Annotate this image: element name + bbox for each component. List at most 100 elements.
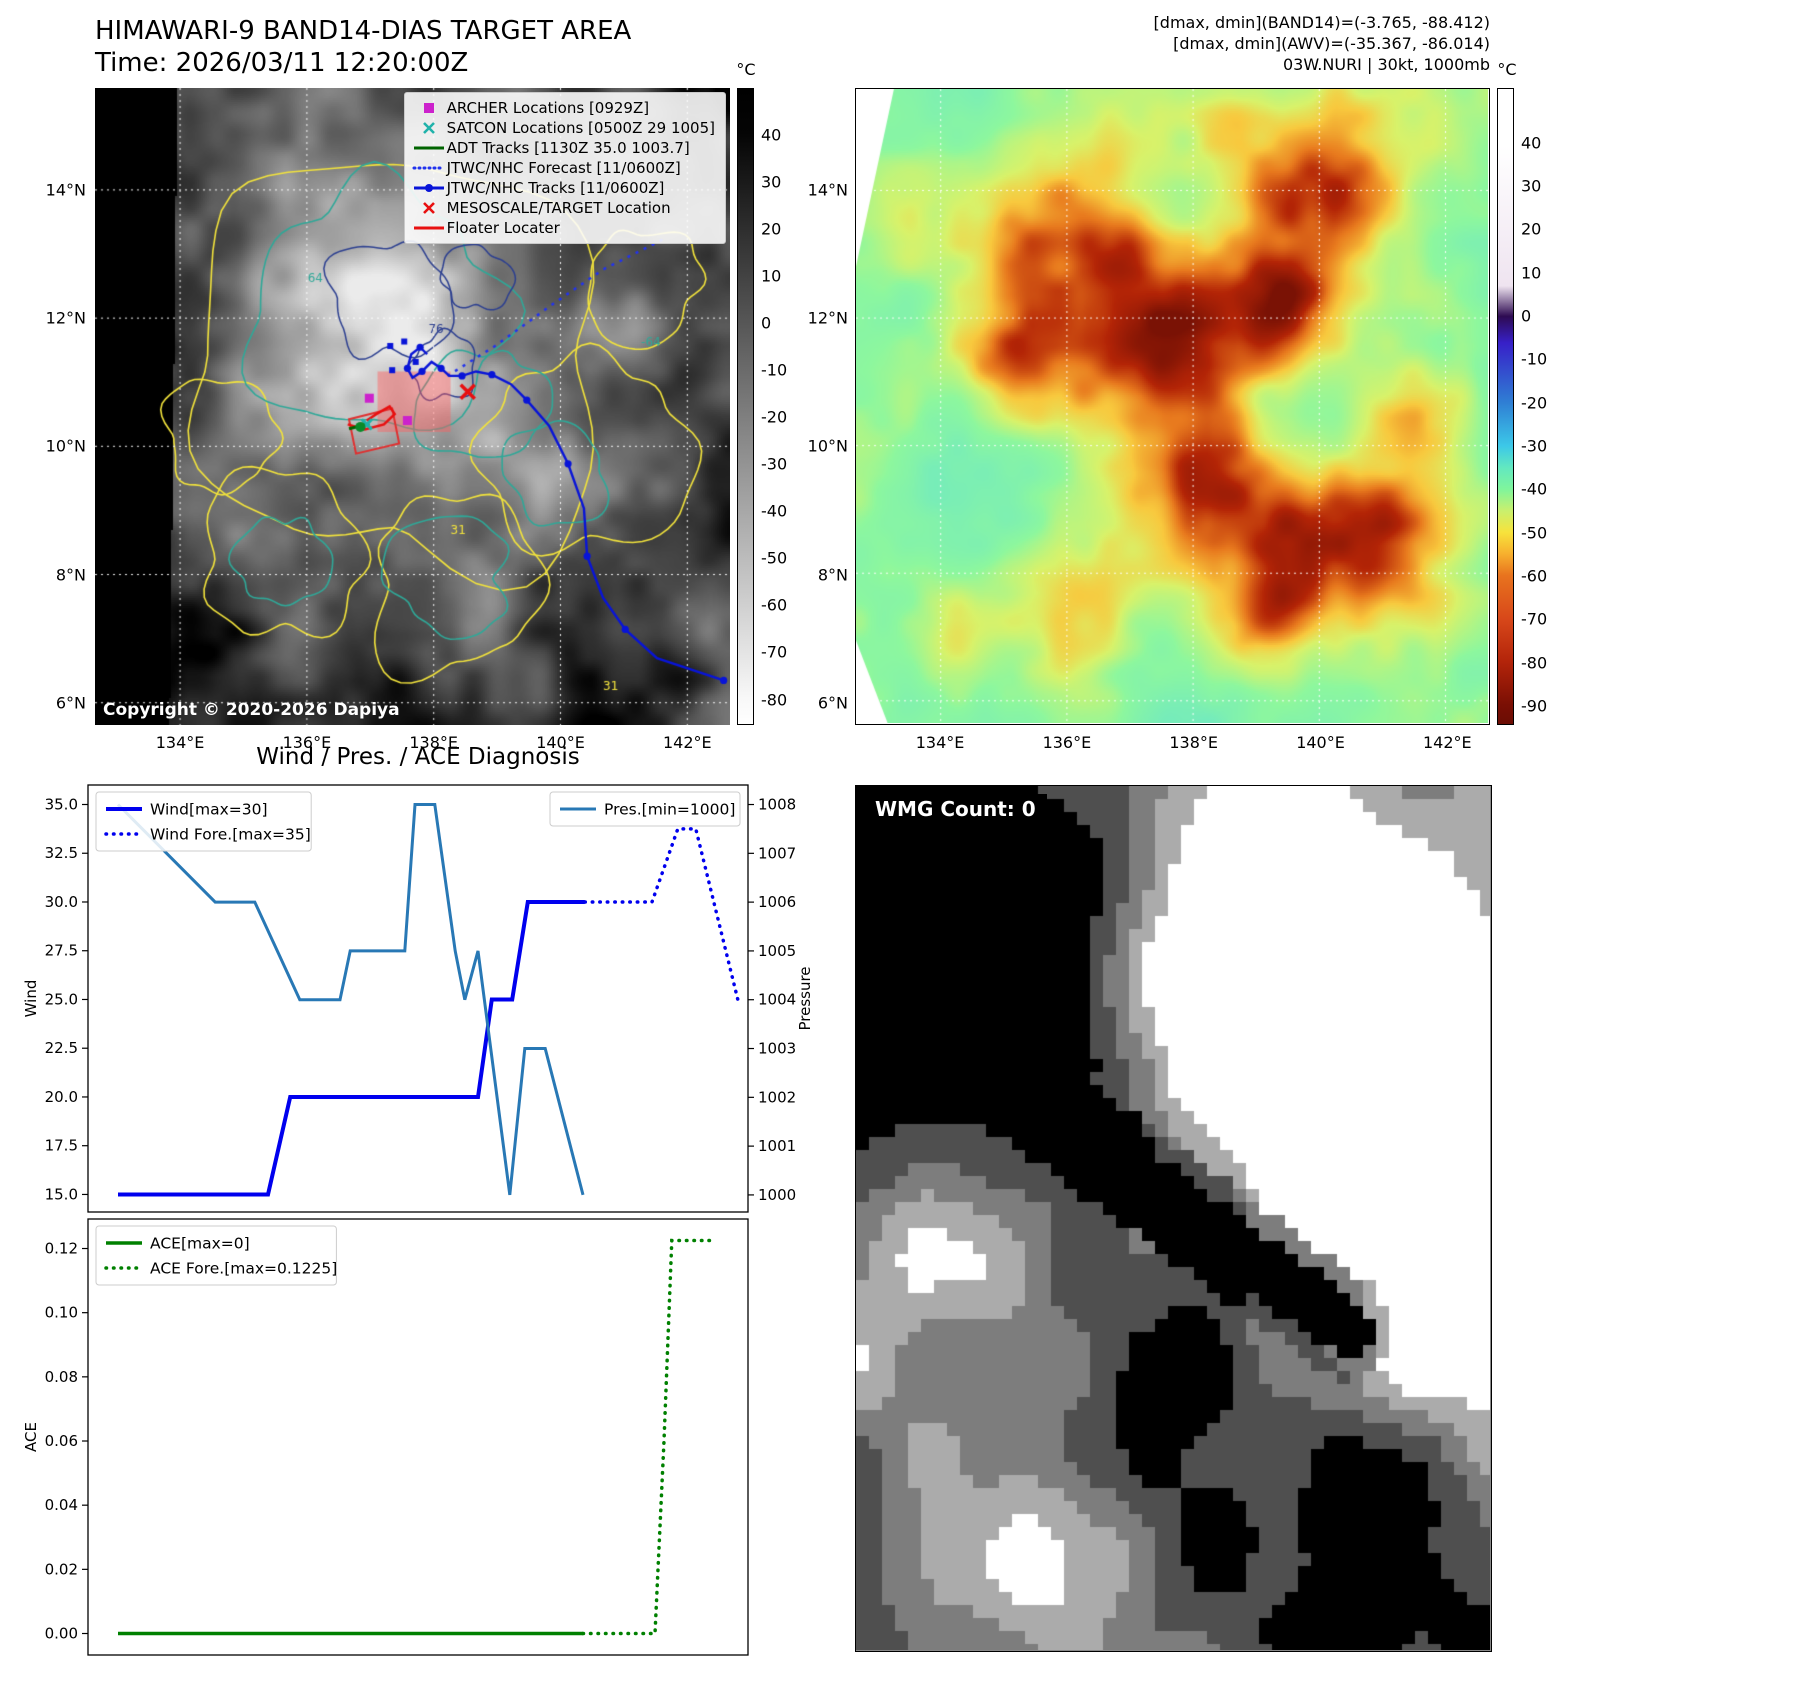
legend-item-label: ARCHER Locations [0929Z] bbox=[446, 99, 650, 117]
band14-y-tick-label: 12°N bbox=[45, 308, 86, 328]
plot-frame bbox=[87, 1218, 749, 1656]
y-right-tick-label: 1000 bbox=[758, 1186, 796, 1204]
awv-x-tick-label: 134°E bbox=[915, 733, 965, 752]
y-tick-label: 0.04 bbox=[45, 1496, 78, 1514]
y-tick-label: 22.5 bbox=[45, 1039, 78, 1057]
band14-colorbar-tick-label: -30 bbox=[761, 454, 788, 474]
legend-item: SATCON Locations [0500Z 29 1005] bbox=[411, 118, 715, 138]
awv-colorbar-tick-label: 40 bbox=[1521, 133, 1542, 153]
legend-entry-label: Wind[max=30] bbox=[150, 801, 268, 819]
band14-x-tick-label: 142°E bbox=[662, 733, 712, 752]
square-marker-icon bbox=[411, 100, 447, 116]
band14-colorbar-tick-label: -80 bbox=[761, 690, 788, 710]
awv-colorbar-tick-label: -60 bbox=[1521, 566, 1548, 586]
band14-colorbar-tick-label: 30 bbox=[761, 172, 782, 192]
band14-colorbar-tick-label: -20 bbox=[761, 407, 788, 427]
y-axis-label: Wind bbox=[22, 980, 40, 1018]
series-forecast-line bbox=[581, 1238, 717, 1636]
awv-colorbar-tick-label: -30 bbox=[1521, 436, 1548, 456]
legend-entry-label: Wind Fore.[max=35] bbox=[150, 826, 311, 844]
band14-x-tick-label: 134°E bbox=[155, 733, 205, 752]
y-tick-label: 15.0 bbox=[45, 1185, 78, 1203]
band14-colorbar-tick-label: -40 bbox=[761, 501, 788, 521]
legend-item: JTWC/NHC Tracks [11/0600Z] bbox=[411, 178, 715, 198]
y-tick-label: 30.0 bbox=[45, 893, 78, 911]
line-marker-icon bbox=[411, 140, 447, 156]
legend-item-label: SATCON Locations [0500Z 29 1005] bbox=[446, 119, 715, 137]
awv-colorbar-tick-label: 0 bbox=[1521, 306, 1532, 326]
y-right-tick-label: 1002 bbox=[758, 1088, 796, 1106]
awv-satellite-canvas bbox=[856, 89, 1488, 723]
legend-item: ADT Tracks [1130Z 35.0 1003.7] bbox=[411, 138, 715, 158]
awv-colorbar-tick-label: -40 bbox=[1521, 479, 1548, 499]
awv-x-tick-label: 140°E bbox=[1296, 733, 1345, 752]
plot-frame bbox=[87, 784, 749, 1213]
annotation-storm-info: 03W.NURI | 30kt, 1000mb bbox=[1282, 55, 1490, 74]
copyright-text: Copyright © 2020-2026 Dapiya bbox=[103, 700, 400, 720]
legend-item: Floater Locater bbox=[411, 218, 715, 238]
awv-y-tick-label: 6°N bbox=[817, 693, 848, 713]
annotation-dmax-band14: [dmax, dmin](BAND14)=(-3.765, -88.412) bbox=[1153, 13, 1490, 32]
band14-title: HIMAWARI-9 BAND14-DIAS TARGET AREA bbox=[95, 16, 632, 46]
awv-colorbar-tick-label: -90 bbox=[1521, 696, 1548, 716]
legend-item: MESOSCALE/TARGET Location bbox=[411, 198, 715, 218]
y-right-tick-label: 1008 bbox=[758, 796, 796, 814]
wmg-count-label: WMG Count: 0 bbox=[864, 794, 1047, 824]
awv-y-tick-label: 14°N bbox=[807, 180, 848, 200]
band14-colorbar bbox=[737, 88, 754, 725]
awv-x-tick-label: 136°E bbox=[1042, 733, 1092, 752]
awv-colorbar-unit: °C bbox=[1497, 60, 1517, 79]
y-tick-label: 0.10 bbox=[45, 1304, 78, 1322]
awv-colorbar-tick-label: -80 bbox=[1521, 653, 1548, 673]
awv-colorbar-tick-label: -10 bbox=[1521, 349, 1548, 369]
band14-colorbar-tick-label: -70 bbox=[761, 642, 788, 662]
legend-item-label: ADT Tracks [1130Z 35.0 1003.7] bbox=[446, 139, 690, 157]
diagnosis-charts: 35.0 32.5 30.0 27.5 25.0 22.5 20.0 17.5 15.0 1008… bbox=[22, 784, 814, 1656]
awv-colorbar-tick-label: -70 bbox=[1521, 609, 1548, 629]
legend-entry-label: Pres.[min=1000] bbox=[604, 801, 735, 819]
y-right-tick-label: 1004 bbox=[758, 991, 796, 1009]
y-right-tick-label: 1003 bbox=[758, 1040, 796, 1058]
awv-y-tick-label: 8°N bbox=[817, 565, 848, 585]
wmg-image-canvas bbox=[856, 786, 1490, 1650]
y-tick-label: 0.08 bbox=[45, 1368, 78, 1386]
band14-y-tick-label: 6°N bbox=[55, 693, 86, 713]
band14-colorbar-tick-label: 20 bbox=[761, 219, 782, 239]
chart-legend bbox=[549, 791, 741, 827]
y-right-axis-label: Pressure bbox=[796, 966, 814, 1030]
awv-map bbox=[855, 88, 1490, 725]
legend-item: JTWC/NHC Forecast [11/0600Z] bbox=[411, 158, 715, 178]
awv-x-tick-label: 142°E bbox=[1422, 733, 1472, 752]
legend-item-label: JTWC/NHC Forecast [11/0600Z] bbox=[446, 159, 681, 177]
x-marker-icon bbox=[411, 200, 447, 216]
x-marker-icon bbox=[411, 120, 447, 136]
awv-colorbar-tick-label: -20 bbox=[1521, 393, 1548, 413]
chart-title: Wind / Pres. / ACE Diagnosis bbox=[256, 744, 580, 770]
wmg-map: WMG Count: 0 bbox=[855, 785, 1492, 1652]
y-tick-label: 20.0 bbox=[45, 1088, 78, 1106]
line-marker-icon bbox=[411, 220, 447, 236]
legend-item-label: MESOSCALE/TARGET Location bbox=[446, 199, 671, 217]
band14-colorbar-unit: °C bbox=[736, 60, 756, 79]
legend-item-label: Floater Locater bbox=[446, 219, 560, 237]
legend-entry-label: ACE Fore.[max=0.1225] bbox=[150, 1260, 337, 1278]
awv-colorbar-tick-label: 20 bbox=[1521, 219, 1542, 239]
band14-y-tick-label: 8°N bbox=[55, 565, 86, 585]
legend-item-label: JTWC/NHC Tracks [11/0600Z] bbox=[446, 179, 665, 197]
awv-x-tick-label: 138°E bbox=[1169, 733, 1219, 752]
band14-colorbar-tick-label: 0 bbox=[761, 313, 772, 333]
awv-colorbar-tick-label: 10 bbox=[1521, 263, 1542, 283]
awv-colorbar-tick-label: 30 bbox=[1521, 176, 1542, 196]
annotation-dmax-awv: [dmax, dmin](AWV)=(-35.367, -86.014) bbox=[1173, 34, 1490, 53]
y-right-tick-label: 1007 bbox=[758, 844, 796, 862]
chart-legend bbox=[95, 791, 312, 852]
awv-y-tick-label: 12°N bbox=[807, 308, 848, 328]
y-tick-label: 0.12 bbox=[45, 1240, 78, 1258]
y-right-tick-label: 1001 bbox=[758, 1137, 796, 1155]
awv-y-tick-label: 10°N bbox=[807, 436, 848, 456]
series-forecast-line bbox=[583, 827, 740, 1002]
band14-y-tick-label: 10°N bbox=[45, 436, 86, 456]
legend-item: ARCHER Locations [0929Z] bbox=[411, 98, 715, 118]
band14-colorbar-tick-label: 10 bbox=[761, 266, 782, 286]
y-tick-label: 0.06 bbox=[45, 1432, 78, 1450]
